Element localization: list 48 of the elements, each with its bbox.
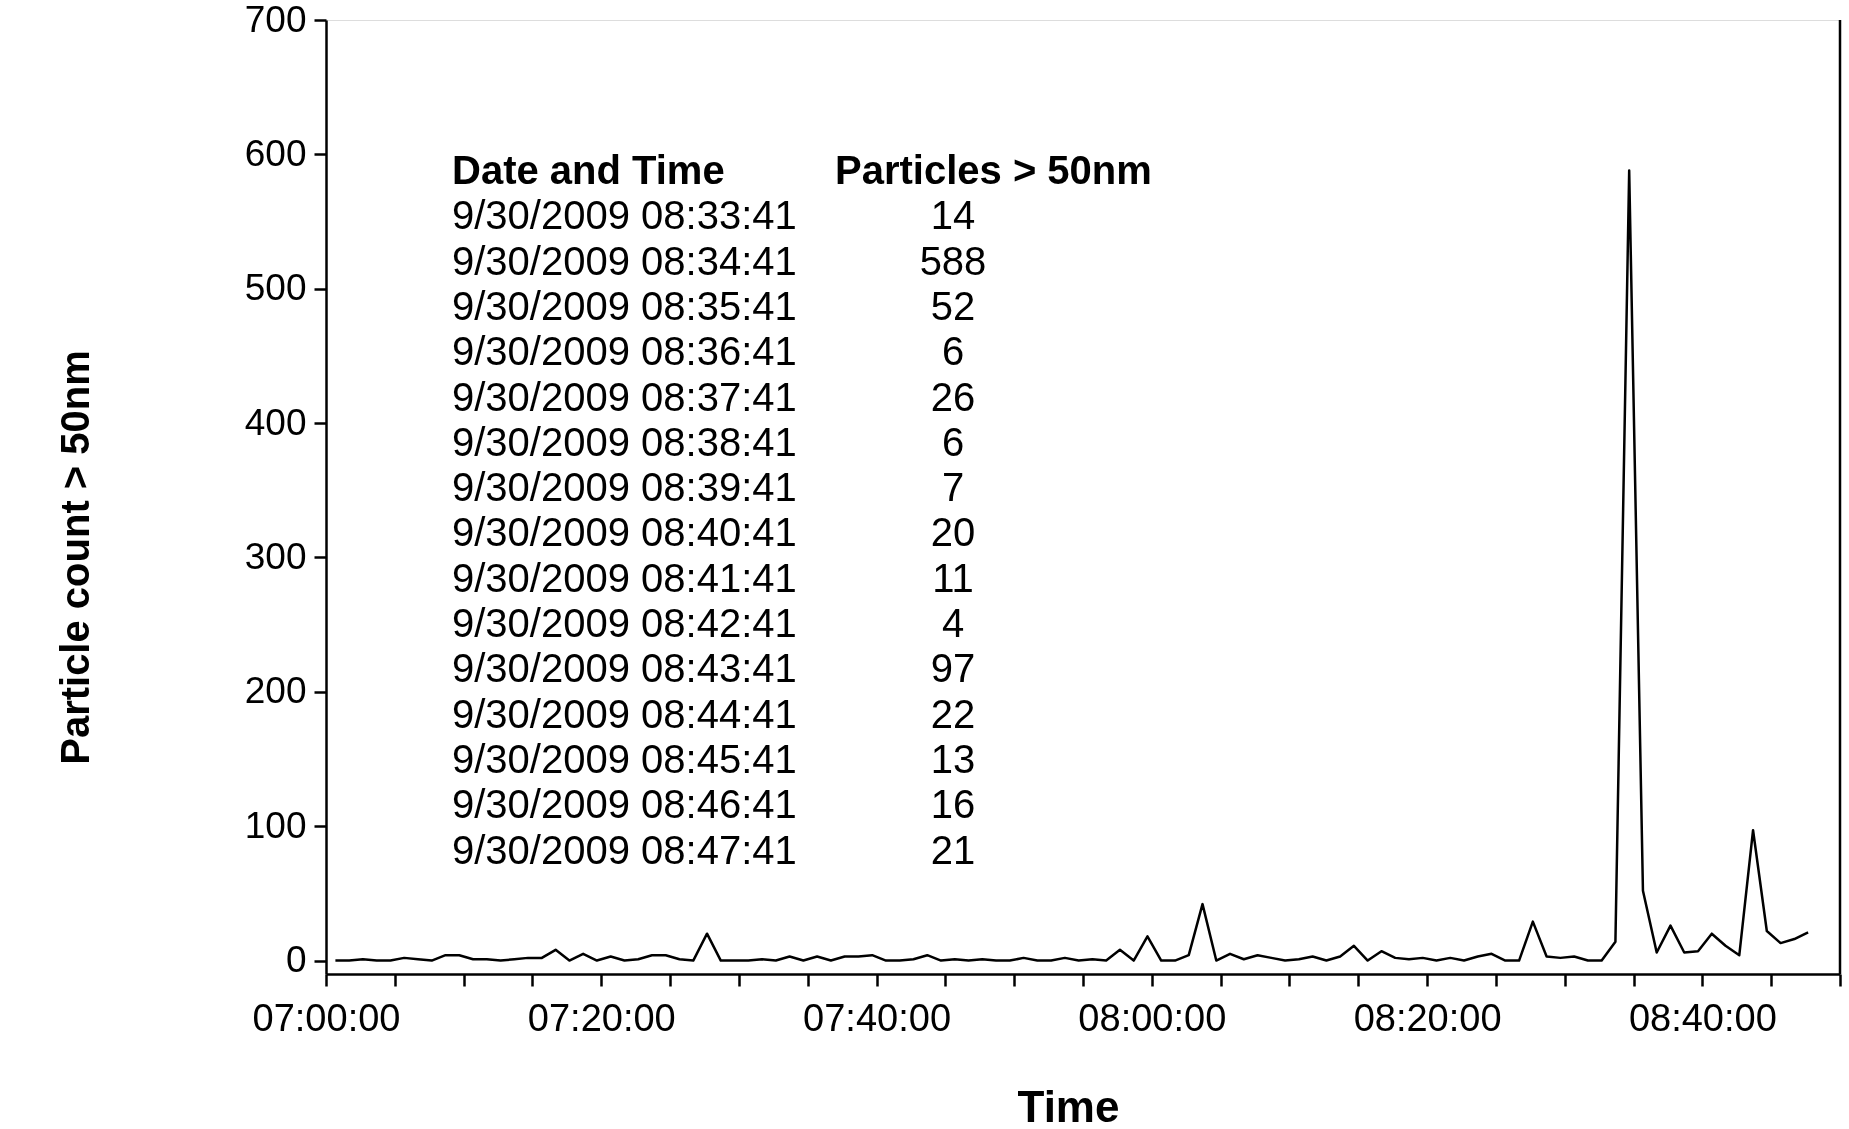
y-tick-label: 300 <box>244 535 307 577</box>
x-tick-label: 07:40:00 <box>803 996 952 1039</box>
y-tick-label: 700 <box>244 0 307 40</box>
annotation: 20 <box>930 510 976 555</box>
annotation: 97 <box>930 646 976 691</box>
annotation: 9/30/2009 08:34:41 <box>452 238 797 283</box>
annotation: 9/30/2009 08:40:41 <box>452 510 797 555</box>
annotation: 6 <box>941 419 965 464</box>
annotation: 9/30/2009 08:35:41 <box>452 283 797 328</box>
x-axis-title: Time <box>1017 1081 1120 1129</box>
x-tick-label: 08:00:00 <box>1078 996 1227 1039</box>
annotation: Date and Time <box>452 148 725 192</box>
annotation: 11 <box>932 555 974 600</box>
y-tick-label: 400 <box>244 401 307 443</box>
annotation: 52 <box>930 283 976 328</box>
annotation: 9/30/2009 08:47:41 <box>452 827 797 872</box>
y-axis-title: Particle count > 50nm <box>52 350 97 765</box>
annotation: 9/30/2009 08:38:41 <box>452 419 797 464</box>
x-tick-label: 08:40:00 <box>1628 996 1777 1039</box>
annotation: 6 <box>941 329 965 374</box>
annotation: 9/30/2009 08:41:41 <box>452 555 797 600</box>
annotation: 588 <box>919 238 987 283</box>
annotation: 4 <box>941 601 965 645</box>
annotation: 9/30/2009 08:46:41 <box>452 782 797 827</box>
annotation: 9/30/2009 08:42:41 <box>452 601 797 645</box>
annotation: 9/30/2009 08:37:41 <box>452 374 797 419</box>
annotation: 7 <box>941 465 965 510</box>
y-tick-label: 200 <box>244 670 307 712</box>
annotation: 9/30/2009 08:43:41 <box>452 646 797 691</box>
x-tick-label: 07:00:00 <box>252 996 401 1039</box>
y-tick-label: 600 <box>244 132 307 174</box>
y-tick-label: 500 <box>244 267 307 309</box>
x-tick-label: 07:20:00 <box>527 996 676 1039</box>
annotation: 9/30/2009 08:33:41 <box>452 193 797 238</box>
annotation: 9/30/2009 08:39:41 <box>452 465 797 510</box>
y-tick-label: 0 <box>285 939 307 981</box>
annotation: 9/30/2009 08:45:41 <box>452 736 797 781</box>
annotation: 9/30/2009 08:44:41 <box>452 691 797 736</box>
annotation: 26 <box>930 374 976 419</box>
annotation: 22 <box>930 691 976 736</box>
annotation: 21 <box>930 827 976 872</box>
annotation: 13 <box>930 736 976 781</box>
x-tick-label: 08:20:00 <box>1353 996 1502 1039</box>
annotation: 9/30/2009 08:36:41 <box>452 329 797 374</box>
annotation: 14 <box>930 193 976 238</box>
y-tick-label: 100 <box>244 804 307 846</box>
annotation: Particles > 50nm <box>835 148 1152 192</box>
annotation: 16 <box>930 782 976 827</box>
